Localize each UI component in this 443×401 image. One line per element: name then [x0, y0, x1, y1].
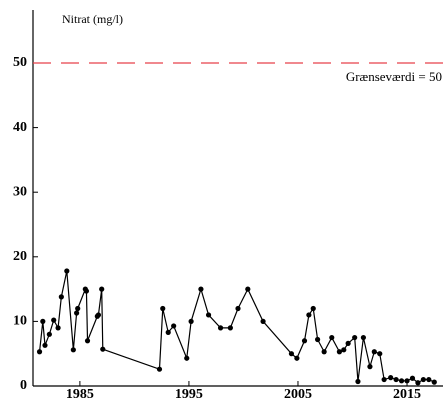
data-point	[55, 325, 61, 331]
y-axis-label: Nitrat (mg/l)	[62, 12, 123, 26]
data-point	[381, 376, 387, 383]
data-point	[301, 338, 308, 344]
data-point	[336, 349, 343, 355]
data-point	[184, 355, 190, 361]
y-tick-label: 0	[20, 378, 27, 393]
x-tick-label: 2015	[393, 387, 421, 401]
data-point	[205, 312, 212, 318]
data-point	[160, 305, 166, 312]
x-tick-label: 1995	[175, 387, 203, 401]
data-point	[235, 305, 241, 312]
data-point	[84, 338, 91, 344]
data-point	[352, 334, 358, 341]
data-point	[393, 376, 399, 383]
data-point	[377, 351, 383, 357]
data-point	[245, 286, 251, 292]
data-point	[171, 323, 177, 329]
data-point	[360, 334, 366, 341]
data-point	[294, 355, 300, 361]
data-point	[367, 364, 373, 370]
data-point	[40, 318, 46, 324]
data-point	[260, 318, 266, 324]
x-tick-label: 2005	[284, 387, 312, 401]
data-point	[398, 378, 405, 384]
y-tick-label: 10	[13, 314, 27, 329]
data-point	[46, 331, 52, 337]
data-point	[75, 305, 81, 312]
data-point	[404, 378, 410, 384]
data-point	[227, 325, 233, 331]
data-point	[315, 336, 321, 343]
data-point	[99, 286, 105, 292]
data-point	[198, 286, 204, 292]
data-point	[51, 317, 57, 323]
threshold-label: Grænseværdi = 50	[346, 69, 442, 84]
y-tick-label: 20	[13, 249, 27, 264]
data-point	[371, 349, 377, 355]
data-point	[36, 349, 43, 355]
data-point	[288, 351, 295, 357]
data-point	[70, 347, 76, 353]
data-point	[329, 334, 335, 341]
data-point	[388, 375, 394, 381]
data-point	[58, 294, 64, 300]
x-tick-label: 1985	[66, 387, 94, 401]
data-point	[95, 312, 102, 318]
data-point	[165, 329, 171, 335]
data-point	[355, 378, 361, 385]
data-point	[306, 312, 312, 318]
data-point	[188, 318, 194, 324]
data-point	[156, 366, 163, 372]
data-point	[83, 288, 90, 294]
y-tick-label: 30	[13, 184, 27, 199]
data-point	[341, 347, 347, 353]
data-point	[100, 346, 106, 352]
data-point	[310, 305, 316, 312]
data-point	[345, 340, 351, 346]
data-point	[409, 375, 416, 381]
data-point	[415, 380, 421, 386]
data-point	[431, 379, 437, 385]
data-point	[74, 310, 80, 316]
data-point	[426, 376, 432, 383]
y-tick-label: 50	[13, 55, 27, 70]
data-point	[64, 268, 70, 274]
data-point	[420, 376, 426, 383]
data-point	[321, 349, 327, 355]
data-point	[217, 325, 224, 331]
data-point	[42, 342, 48, 348]
series-line	[38, 270, 435, 384]
y-tick-label: 40	[13, 120, 27, 135]
